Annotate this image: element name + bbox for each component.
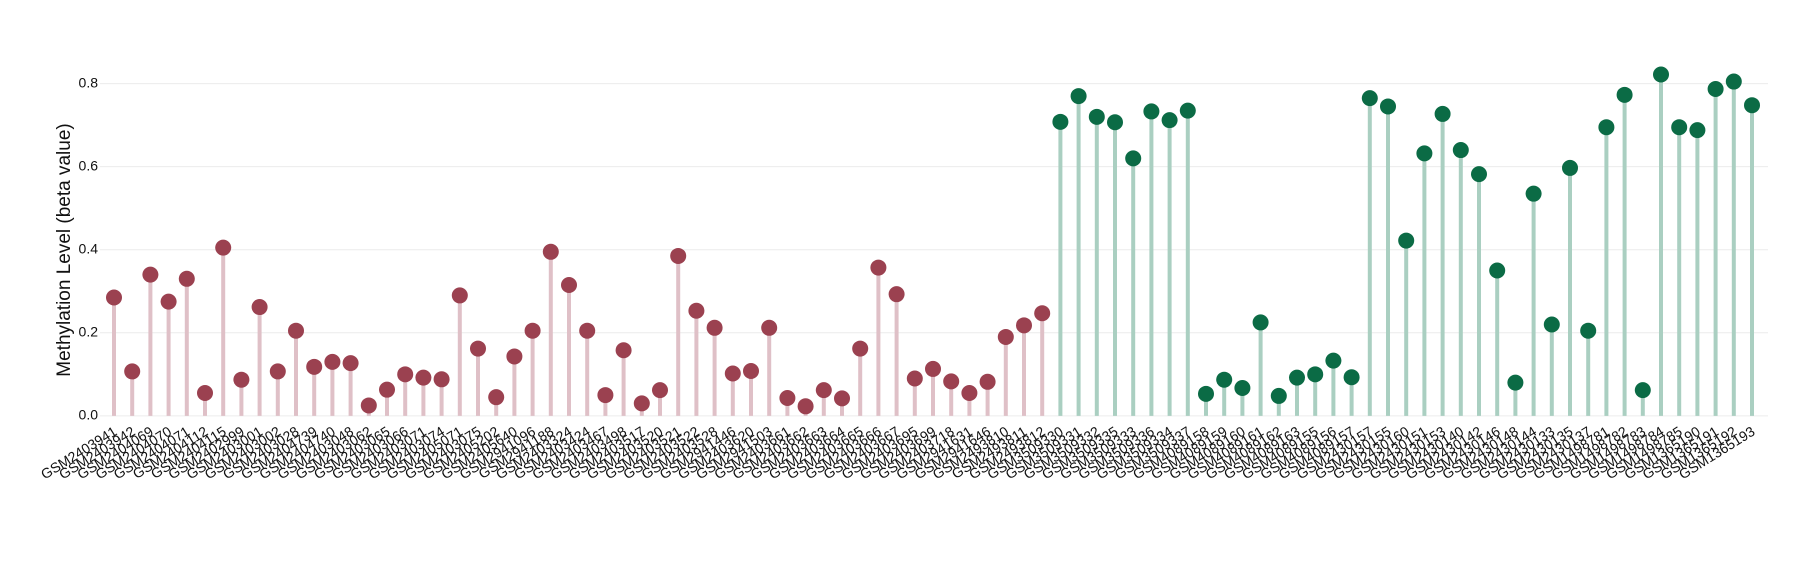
y-tick-label: 0.2 <box>79 323 99 339</box>
dot <box>1343 369 1360 386</box>
dot <box>1216 371 1233 388</box>
dot <box>379 381 395 398</box>
dot <box>1744 97 1760 114</box>
dot <box>1270 387 1287 404</box>
dot <box>779 389 796 406</box>
dot <box>360 397 377 414</box>
dot <box>1489 262 1506 279</box>
dot <box>1689 122 1706 139</box>
dot <box>724 365 741 382</box>
dot <box>470 340 486 357</box>
dot <box>1452 142 1469 159</box>
dot <box>1416 145 1433 162</box>
dot <box>670 247 687 264</box>
dot <box>761 319 778 336</box>
dot <box>306 358 323 375</box>
dot <box>1070 88 1087 105</box>
dot <box>215 239 232 256</box>
dot <box>1671 119 1688 136</box>
dot <box>1325 352 1342 369</box>
dot <box>1634 382 1651 399</box>
dot <box>1380 98 1396 115</box>
y-tick-label: 0.6 <box>79 157 99 173</box>
dot <box>506 348 523 365</box>
dot <box>652 382 668 399</box>
dot <box>997 328 1014 345</box>
dot <box>1543 316 1560 333</box>
dot <box>1562 159 1578 176</box>
dot <box>815 382 832 399</box>
dot <box>524 322 541 339</box>
dot <box>1161 112 1178 129</box>
dot <box>615 342 632 359</box>
dot <box>743 362 759 379</box>
dot <box>1034 305 1051 322</box>
dot <box>542 243 559 260</box>
dot <box>1434 105 1451 122</box>
dot <box>925 360 941 377</box>
dot <box>888 286 905 303</box>
dot <box>124 363 141 380</box>
dot <box>415 369 432 386</box>
dot <box>251 299 268 316</box>
dot <box>1598 119 1615 136</box>
dot <box>633 395 650 412</box>
dot <box>324 353 341 370</box>
dot <box>1179 102 1196 119</box>
dot <box>233 371 250 388</box>
dot <box>688 302 705 319</box>
dot <box>906 370 923 387</box>
y-tick-label: 0.8 <box>79 74 99 90</box>
dot <box>1361 90 1378 107</box>
dot <box>106 289 122 306</box>
dot <box>342 355 359 372</box>
dot <box>561 277 577 294</box>
dot <box>1471 166 1487 183</box>
dot <box>433 371 450 388</box>
dot <box>1707 81 1724 98</box>
dot <box>797 398 814 415</box>
dot <box>269 363 286 380</box>
dot <box>979 373 996 390</box>
y-axis-label: Methylation Level (beta value) <box>54 123 75 376</box>
dot <box>178 270 195 287</box>
dot <box>579 322 596 339</box>
dot <box>1507 374 1524 391</box>
dot <box>1125 150 1142 167</box>
dot <box>488 389 505 406</box>
dot <box>870 259 887 276</box>
dot <box>1616 86 1633 103</box>
dot <box>1252 314 1269 331</box>
dot <box>451 287 468 304</box>
dot <box>1016 317 1032 334</box>
dot <box>1725 73 1742 90</box>
dot <box>1088 108 1105 125</box>
dot <box>1398 232 1415 249</box>
dot <box>1234 380 1251 397</box>
dot <box>1143 103 1160 120</box>
dot <box>852 340 869 357</box>
y-tick-label: 0.4 <box>79 240 99 256</box>
dot <box>1580 322 1597 339</box>
dot <box>197 385 213 402</box>
dot <box>1052 113 1069 130</box>
dot <box>1307 366 1324 383</box>
dot <box>961 385 978 402</box>
dot <box>1107 114 1123 131</box>
dot <box>943 373 960 390</box>
dot <box>1198 385 1214 402</box>
dot <box>288 322 304 339</box>
dot <box>1525 185 1542 202</box>
dot <box>1289 369 1305 386</box>
dot <box>597 387 614 404</box>
dot <box>1653 66 1669 83</box>
dot <box>160 293 177 310</box>
dot <box>397 366 414 383</box>
dot <box>142 266 159 283</box>
dot <box>706 319 723 336</box>
dot <box>834 390 850 407</box>
y-tick-label: 0.0 <box>79 407 99 423</box>
